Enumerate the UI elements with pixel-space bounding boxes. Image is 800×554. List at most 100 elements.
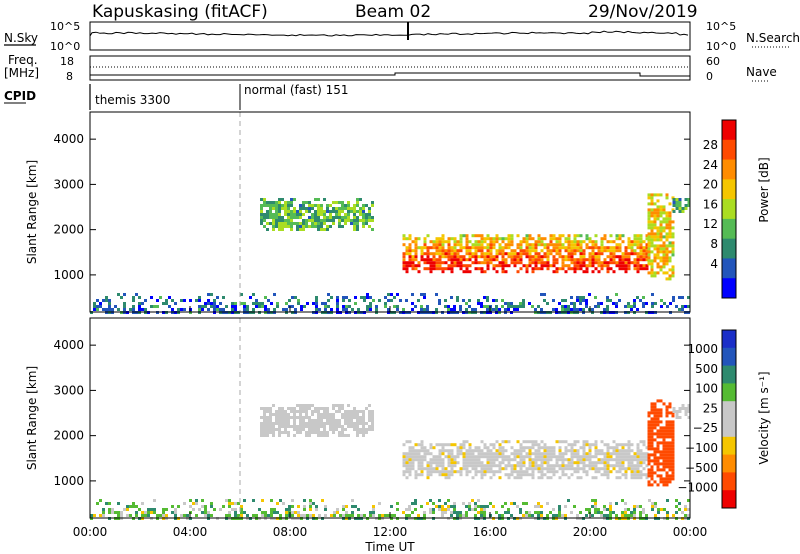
data-cell <box>287 204 290 207</box>
data-cell <box>594 470 598 474</box>
data-cell <box>195 299 198 302</box>
velocity-ylabel: Slant Range [km] <box>25 366 39 470</box>
data-cell <box>447 237 451 241</box>
data-cell <box>450 473 454 477</box>
data-cell <box>662 456 666 460</box>
data-cell <box>441 449 445 453</box>
data-cell <box>345 511 348 514</box>
data-cell <box>278 410 281 413</box>
data-cell <box>516 455 520 459</box>
data-cell <box>471 476 475 480</box>
data-cell <box>504 261 508 265</box>
data-cell <box>540 255 544 259</box>
data-cell <box>408 473 412 477</box>
data-cell <box>603 514 606 517</box>
data-cell <box>519 476 523 480</box>
data-cell <box>486 264 490 268</box>
data-cell <box>327 293 330 296</box>
data-cell <box>353 428 356 431</box>
data-cell <box>357 514 360 517</box>
data-cell <box>347 419 350 422</box>
data-cell <box>266 213 269 216</box>
data-cell <box>525 243 529 247</box>
data-cell <box>284 222 287 225</box>
data-cell <box>402 308 405 311</box>
data-cell <box>293 213 296 216</box>
data-cell <box>453 261 457 265</box>
data-cell <box>570 511 573 514</box>
data-cell <box>588 255 592 259</box>
data-cell <box>657 508 660 511</box>
data-cell <box>567 237 571 241</box>
data-cell <box>468 305 471 308</box>
data-cell <box>653 247 657 251</box>
data-cell <box>332 431 335 434</box>
data-cell <box>390 293 393 296</box>
data-cell <box>522 461 526 465</box>
data-cell <box>347 204 350 207</box>
data-cell <box>624 270 628 274</box>
data-cell <box>513 467 517 471</box>
data-cell <box>369 302 372 305</box>
data-cell <box>326 407 329 410</box>
data-cell <box>414 237 418 241</box>
data-cell <box>438 470 442 474</box>
data-cell <box>555 249 559 253</box>
data-cell <box>284 431 287 434</box>
data-cell <box>450 252 454 256</box>
data-cell <box>135 505 138 508</box>
data-cell <box>659 456 663 460</box>
data-cell <box>555 470 559 474</box>
data-cell <box>582 470 586 474</box>
data-cell <box>465 470 469 474</box>
data-cell <box>263 204 266 207</box>
data-cell <box>546 455 550 459</box>
data-cell <box>668 429 672 433</box>
data-cell <box>371 204 374 207</box>
data-cell <box>477 511 480 514</box>
data-cell <box>513 252 517 256</box>
data-cell <box>659 259 663 263</box>
data-cell <box>636 452 640 456</box>
data-cell <box>665 414 669 418</box>
data-cell <box>639 511 642 514</box>
data-cell <box>665 223 669 227</box>
data-cell <box>543 246 547 250</box>
data-cell <box>465 258 469 262</box>
data-cell <box>633 267 637 271</box>
data-cell <box>356 222 359 225</box>
data-cell <box>356 219 359 222</box>
data-cell <box>359 219 362 222</box>
data-cell <box>354 296 357 299</box>
data-cell <box>645 302 648 305</box>
data-cell <box>603 249 607 253</box>
data-cell <box>366 293 369 296</box>
data-cell <box>495 270 499 274</box>
data-cell <box>462 299 465 302</box>
data-cell <box>332 219 335 222</box>
data-cell <box>132 305 135 308</box>
data-cell <box>671 456 675 460</box>
data-cell <box>255 305 258 308</box>
data-cell <box>429 258 433 262</box>
data-cell <box>606 476 610 480</box>
data-cell <box>647 238 651 242</box>
data-cell <box>108 502 111 505</box>
data-cell <box>426 258 430 262</box>
data-cell <box>480 449 484 453</box>
data-cell <box>305 425 308 428</box>
data-cell <box>636 243 640 247</box>
data-cell <box>438 258 442 262</box>
data-cell <box>308 422 311 425</box>
data-cell <box>354 505 357 508</box>
data-cell <box>513 502 516 505</box>
data-cell <box>324 514 327 517</box>
data-cell <box>150 511 153 514</box>
data-cell <box>408 514 411 517</box>
data-cell <box>408 470 412 474</box>
data-cell <box>600 452 604 456</box>
data-cell <box>480 476 484 480</box>
data-cell <box>294 296 297 299</box>
data-cell <box>201 505 204 508</box>
data-cell <box>609 258 613 262</box>
